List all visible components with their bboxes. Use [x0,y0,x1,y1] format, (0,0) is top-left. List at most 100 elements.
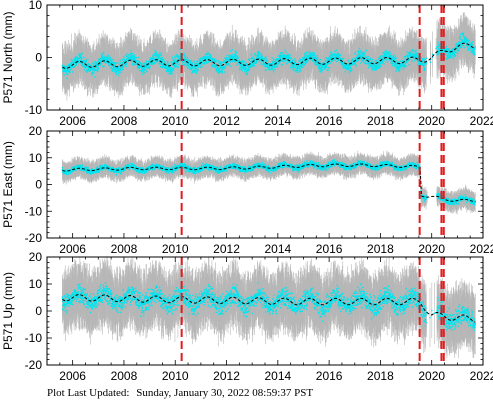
data-point [262,63,264,65]
data-point [171,73,173,75]
data-point [107,60,110,62]
data-point [252,65,254,67]
data-point [154,54,156,57]
data-point [338,54,340,57]
data-point [272,60,275,62]
data-point [296,71,298,73]
data-point [93,64,95,66]
data-point [163,65,165,68]
data-point [99,63,102,65]
data-point [105,60,108,63]
data-point [83,65,86,67]
data-point [314,63,317,65]
data-point [125,65,127,68]
data-point [210,59,213,62]
data-point [360,55,362,57]
data-point [258,60,261,63]
data-point [325,64,328,66]
data-point [95,66,97,69]
data-point [158,59,160,62]
data-point [329,54,331,57]
data-point [105,57,107,59]
data-point [101,65,104,68]
data-point [290,66,292,69]
data-point [74,60,77,63]
data-point [143,68,145,71]
data-point [275,66,277,68]
data-point [65,66,67,69]
data-point [277,58,280,61]
data-point [339,58,341,60]
data-point [179,55,181,58]
data-point [243,60,246,63]
data-point [355,60,357,63]
data-point [254,58,257,60]
data-point [312,52,314,54]
data-point [102,52,104,55]
data-point [153,58,156,61]
data-point [179,56,181,59]
data-point [294,62,296,64]
data-point [218,72,220,74]
data-point [115,67,118,69]
data-point [171,56,173,58]
data-point [123,56,125,58]
data-point [333,58,336,60]
data-point [153,61,156,64]
data-point [168,68,170,71]
data-point [360,56,362,59]
data-point [307,60,309,62]
data-point [336,60,338,63]
data-point [229,50,232,52]
data-point [214,65,217,67]
data-point [166,60,169,63]
data-point [338,53,341,56]
data-point [171,68,174,71]
data-point [281,64,284,66]
data-point [154,53,157,55]
data-point [302,62,304,64]
data-point [309,54,311,57]
data-point [291,63,293,65]
data-point [173,61,176,63]
data-point [232,59,235,62]
data-point [241,65,244,67]
data-point [330,58,333,60]
data-point [286,56,288,59]
data-point [102,58,104,60]
data-point [174,55,176,58]
data-point [150,62,153,65]
data-point [227,57,230,59]
data-point [113,65,116,68]
data-point [125,58,128,61]
data-point [156,61,159,63]
data-point [194,69,196,71]
data-point [355,56,358,59]
data-point [295,64,297,66]
data-point [354,53,356,55]
data-point [298,65,301,68]
data-point [331,59,333,62]
data-point [150,57,152,59]
data-point [188,59,191,62]
data-point [274,63,277,66]
data-point [324,66,327,69]
data-point [111,61,113,63]
data-point [283,60,285,63]
data-point [154,49,156,52]
data-point [344,71,346,73]
data-point [302,66,304,68]
data-point [100,61,102,63]
data-point [279,56,281,58]
data-point [109,63,111,65]
data-point [103,51,105,54]
data-point [140,63,142,66]
data-point [198,58,201,61]
data-point [174,56,176,59]
data-point [269,63,272,65]
data-point [104,59,106,61]
data-point [234,53,237,55]
data-point [153,58,155,60]
data-point [250,57,253,60]
data-point [328,58,330,60]
